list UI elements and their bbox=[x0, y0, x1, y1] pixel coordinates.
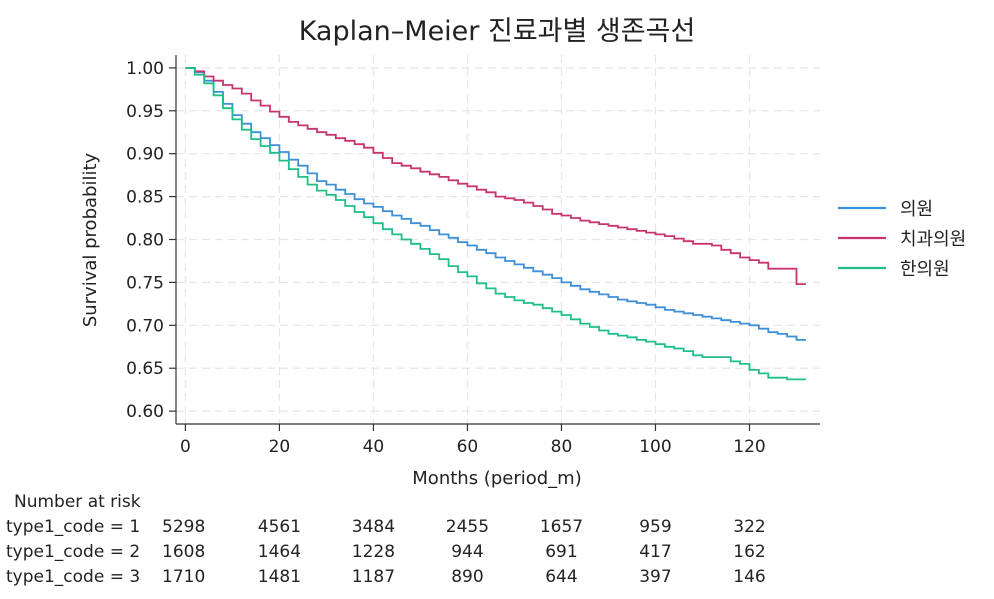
y-tick-label: 0.75 bbox=[126, 273, 164, 293]
x-tick-label: 0 bbox=[180, 437, 191, 457]
x-axis-label: Months (period_m) bbox=[412, 468, 581, 489]
risk-count: 417 bbox=[639, 542, 671, 562]
risk-row-label: type1_code = 3 bbox=[6, 567, 140, 587]
x-tick-label: 20 bbox=[269, 437, 291, 457]
legend-label-2: 치과의원 bbox=[900, 229, 966, 250]
y-tick-label: 1.00 bbox=[126, 59, 164, 79]
risk-table: Number at risk type1_code = 1 5298 4561 348… bbox=[6, 492, 766, 587]
y-tick-label: 0.95 bbox=[126, 102, 164, 122]
axes: 0.60 0.65 0.70 0.75 0.80 0.85 0.90 0.95 1.00 0 20 4… bbox=[126, 55, 820, 457]
risk-count: 1608 bbox=[162, 542, 205, 562]
risk-count: 1657 bbox=[540, 517, 583, 537]
x-tick-label: 120 bbox=[733, 437, 765, 457]
chart-title: Kaplan–Meier 진료과별 생존곡선 bbox=[299, 16, 696, 47]
y-tick-label: 0.80 bbox=[126, 231, 164, 251]
risk-count: 1187 bbox=[352, 567, 395, 587]
risk-count: 1228 bbox=[352, 542, 395, 562]
risk-count: 4561 bbox=[258, 517, 301, 537]
risk-row-label: type1_code = 1 bbox=[6, 517, 140, 537]
grid-lines bbox=[176, 55, 820, 424]
risk-row-label: type1_code = 2 bbox=[6, 542, 140, 562]
y-tick-label: 0.90 bbox=[126, 145, 164, 165]
risk-count: 890 bbox=[451, 567, 483, 587]
risk-count: 397 bbox=[639, 567, 671, 587]
risk-count: 944 bbox=[451, 542, 483, 562]
risk-count: 959 bbox=[639, 517, 671, 537]
x-tick-label: 60 bbox=[457, 437, 479, 457]
risk-table-heading: Number at risk bbox=[14, 492, 141, 512]
risk-count: 644 bbox=[545, 567, 577, 587]
risk-count: 146 bbox=[733, 567, 765, 587]
y-tick-label: 0.70 bbox=[126, 316, 164, 336]
risk-count: 1481 bbox=[258, 567, 301, 587]
y-tick-label: 0.60 bbox=[126, 402, 164, 422]
risk-count: 322 bbox=[733, 517, 765, 537]
x-tick-label: 80 bbox=[551, 437, 573, 457]
legend-label-1: 의원 bbox=[900, 199, 933, 220]
risk-count: 691 bbox=[545, 542, 577, 562]
risk-count: 2455 bbox=[446, 517, 489, 537]
y-tick-label: 0.65 bbox=[126, 359, 164, 379]
y-tick-label: 0.85 bbox=[126, 188, 164, 208]
risk-count: 1464 bbox=[258, 542, 301, 562]
legend-label-3: 한의원 bbox=[900, 259, 950, 280]
risk-count: 162 bbox=[733, 542, 765, 562]
y-axis-label: Survival probability bbox=[80, 152, 101, 327]
series-line-2 bbox=[185, 67, 806, 285]
risk-count: 1710 bbox=[162, 567, 205, 587]
risk-count: 5298 bbox=[162, 517, 205, 537]
x-tick-label: 40 bbox=[363, 437, 385, 457]
risk-count: 3484 bbox=[352, 517, 395, 537]
series-line-1 bbox=[185, 67, 806, 341]
series-line-3 bbox=[185, 67, 806, 381]
survival-curves bbox=[185, 67, 806, 381]
x-tick-label: 100 bbox=[639, 437, 671, 457]
